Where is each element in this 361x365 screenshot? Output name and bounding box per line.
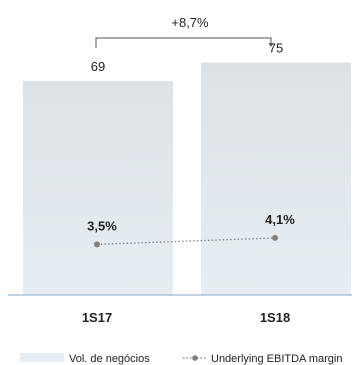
legend-label-volume: Vol. de negócios (69, 353, 150, 365)
ebitda-margin-label-1S18: 4,1% (265, 212, 295, 227)
legend-swatch-volume (20, 353, 64, 362)
bar-value-label-1S17: 69 (91, 59, 105, 74)
growth-bracket (95, 37, 274, 48)
ebitda-margin-label-1S17: 3,5% (87, 218, 117, 233)
legend: Vol. de negócios Underlying EBITDA margi… (20, 353, 342, 365)
bar-1S18 (201, 62, 351, 295)
ebitda-margin-point-1S17 (94, 241, 100, 248)
ebitda-margin-point-1S18 (272, 234, 278, 241)
x-tick-label-1S18: 1S18 (260, 310, 290, 325)
ebitda-margin-line (96, 237, 276, 246)
legend-label-ebitda-margin: Underlying EBITDA margin (211, 353, 342, 365)
bar-1S17 (23, 81, 173, 295)
growth-annotation: +8,7% (171, 15, 209, 30)
legend-point-marker (192, 355, 198, 361)
x-tick-label-1S17: 1S17 (82, 310, 112, 325)
